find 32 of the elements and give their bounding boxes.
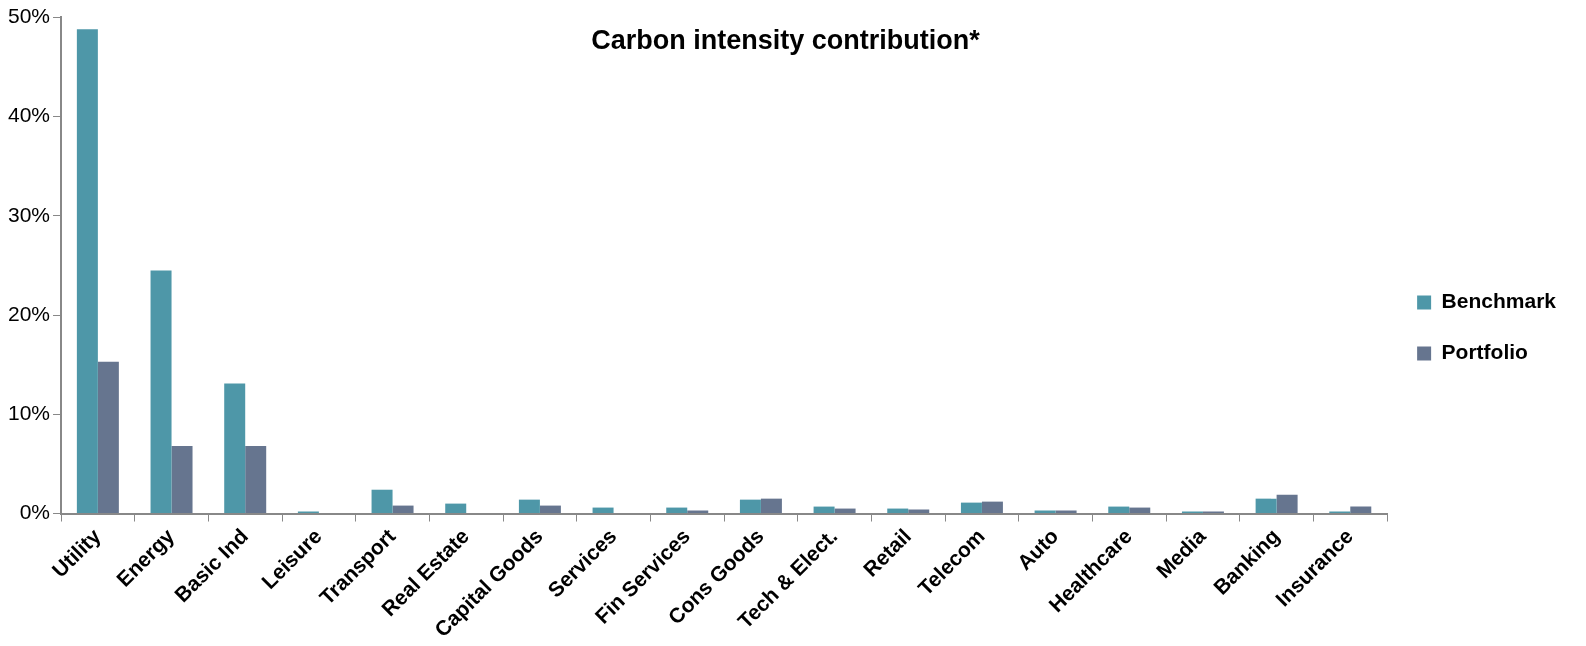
bar [76,29,98,514]
bar [813,506,835,514]
bar [1276,494,1298,514]
bar [224,383,246,514]
bar [981,501,1003,514]
bar [1350,506,1372,514]
legend-label: Portfolio [1441,340,1528,364]
bar [960,502,982,514]
bar [392,505,414,514]
bar [150,270,172,514]
bar [1108,506,1130,514]
legend-label: Benchmark [1441,289,1557,313]
bar [97,361,119,514]
y-tick-label: 30% [8,202,51,226]
y-tick-label: 10% [8,401,51,425]
bar [1129,507,1151,514]
bar [445,503,467,514]
bar [371,489,393,514]
bar [1255,498,1277,514]
y-tick-label: 50% [8,4,51,28]
bar [666,507,688,514]
chart-title: Carbon intensity contribution* [591,24,981,55]
y-tick-label: 0% [19,500,51,524]
bar [518,499,540,514]
bar [539,505,561,514]
bar [245,446,267,514]
bar [592,507,614,514]
bar [739,499,761,514]
y-tick-label: 40% [8,103,51,127]
bar [760,498,782,514]
y-tick-label: 20% [8,301,51,325]
bar [171,446,193,514]
